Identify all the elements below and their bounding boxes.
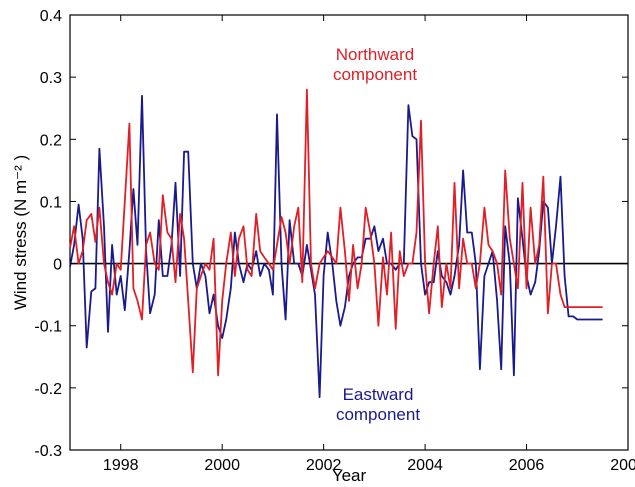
- x-tick-label: 2000: [204, 457, 240, 474]
- annotation-northward-line1: Northward: [336, 45, 414, 64]
- annotation-eastward-line1: Eastward: [343, 385, 414, 404]
- x-axis-label: Year: [332, 466, 367, 485]
- annotation-northward-line2: component: [333, 65, 417, 84]
- x-tick-label: 2006: [509, 457, 545, 474]
- x-tick-label: 2004: [407, 457, 443, 474]
- y-tick-label: -0.1: [34, 319, 62, 336]
- y-tick-label: 0.2: [40, 132, 62, 149]
- series-line-northward-component: [69, 88, 603, 377]
- y-axis-label: Wind stress (N m⁻² ): [11, 155, 30, 310]
- x-tick-label: 1998: [103, 457, 139, 474]
- annotation-northward-component: Northward component: [333, 45, 417, 84]
- ticks-layer: -0.3 -0.2 -0.1 0 0.1 0.2 0.3 0.4 1998 2000 2002 200…: [34, 8, 635, 474]
- y-tick-label: 0.1: [40, 194, 62, 211]
- x-tick-label: 2002: [306, 457, 342, 474]
- annotation-eastward-line2: component: [336, 405, 420, 424]
- x-tick-label: 2008: [610, 457, 635, 474]
- y-tick-label: 0.4: [40, 8, 62, 25]
- y-tick-label: 0.3: [40, 70, 62, 87]
- plot-area: -0.3 -0.2 -0.1 0 0.1 0.2 0.3 0.4 1998 2000 2002 200…: [34, 8, 635, 474]
- series-line-eastward-component: [69, 94, 603, 399]
- annotation-eastward-component: Eastward component: [336, 385, 420, 424]
- plot-frame: [69, 14, 629, 451]
- y-tick-label: 0: [53, 257, 62, 274]
- series-layer: [69, 88, 603, 399]
- y-tick-label: -0.3: [34, 443, 62, 460]
- y-tick-label: -0.2: [34, 381, 62, 398]
